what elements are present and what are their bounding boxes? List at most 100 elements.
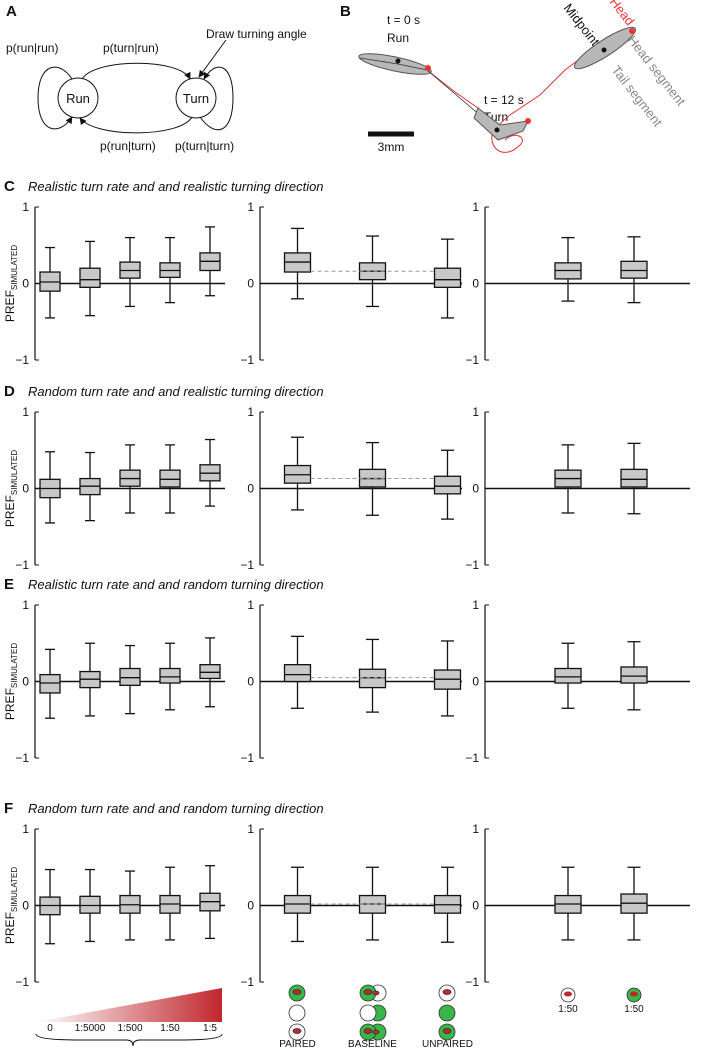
- panel-letter: D: [4, 383, 15, 400]
- y-tick-label: 0: [472, 277, 479, 291]
- y-axis-label: PREFSIMULATED: [3, 450, 19, 527]
- row-title: Random turn rate and and random turning …: [28, 801, 324, 816]
- y-tick-label: −1: [15, 975, 29, 989]
- y-tick-label: 1: [22, 200, 29, 214]
- category-label: 1:500: [117, 1023, 142, 1034]
- box: [199, 664, 221, 680]
- y-label-main: PREF: [3, 688, 17, 720]
- label: t = 12 s: [484, 93, 524, 107]
- box: [79, 267, 101, 288]
- gradient-triangle: [36, 988, 222, 1022]
- midpoint-dot: [494, 127, 500, 133]
- y-tick-label: 0: [22, 675, 29, 689]
- y-label-main: PREF: [3, 912, 17, 944]
- y-tick-label: 0: [247, 277, 254, 291]
- y-axis-label: PREFSIMULATED: [3, 245, 19, 322]
- y-tick-label: 1: [472, 405, 479, 419]
- panel-letter: B: [340, 3, 351, 20]
- arrow: [198, 39, 227, 78]
- box: [433, 475, 462, 495]
- category-label: 1:50: [558, 1004, 578, 1015]
- label: Run: [387, 31, 409, 45]
- category-label: 0: [47, 1023, 53, 1034]
- panel-letter: E: [4, 576, 14, 593]
- y-tick-label: −1: [15, 558, 29, 572]
- y-tick-label: 1: [22, 405, 29, 419]
- box: [39, 673, 61, 694]
- category-label: BASELINE: [348, 1039, 397, 1049]
- row-title: Realistic turn rate and and random turni…: [28, 577, 324, 592]
- panel-letter: C: [4, 178, 15, 195]
- box: [159, 469, 181, 488]
- y-tick-label: 0: [472, 482, 479, 496]
- row-title: Realistic turn rate and and realistic tu…: [28, 179, 324, 194]
- panel-b: B t = 0 s Run t = 12 s Turn 3mm Midpoint…: [340, 0, 689, 154]
- head-dot: [525, 118, 531, 124]
- y-tick-label: 1: [247, 200, 254, 214]
- head-dot: [425, 65, 431, 71]
- y-tick-label: −1: [15, 353, 29, 367]
- y-label-sub: SIMULATED: [10, 245, 19, 290]
- y-tick-label: −1: [240, 975, 254, 989]
- y-label-sub: SIMULATED: [10, 643, 19, 688]
- y-tick-label: −1: [240, 353, 254, 367]
- label: Midpoint: [561, 1, 603, 49]
- label: Draw turning angle: [206, 27, 307, 41]
- label: p(turn|run): [103, 41, 159, 55]
- y-tick-label: 0: [247, 675, 254, 689]
- label: p(turn|turn): [175, 139, 234, 153]
- head-dot: [629, 28, 635, 34]
- box: [620, 260, 648, 279]
- track: [491, 134, 523, 153]
- y-label-sub: SIMULATED: [10, 867, 19, 912]
- y-label-main: PREF: [3, 290, 17, 322]
- y-tick-label: 1: [247, 405, 254, 419]
- label: p(run|run): [6, 41, 58, 55]
- box: [433, 267, 462, 288]
- track: [426, 54, 586, 129]
- y-tick-label: 1: [472, 598, 479, 612]
- larva: [358, 53, 432, 75]
- category-label: 1:50: [160, 1023, 180, 1034]
- state-label: Turn: [183, 91, 209, 106]
- y-tick-label: 0: [247, 482, 254, 496]
- y-tick-label: 0: [472, 899, 479, 913]
- arrow: [37, 66, 73, 130]
- box: [554, 667, 582, 684]
- y-tick-label: −1: [465, 751, 479, 765]
- y-tick-label: −1: [465, 975, 479, 989]
- y-tick-label: 0: [247, 899, 254, 913]
- y-tick-label: 1: [247, 598, 254, 612]
- icon: [630, 991, 638, 997]
- category-label: UNPAIRED: [422, 1039, 473, 1049]
- box: [79, 895, 101, 914]
- box: [358, 668, 387, 689]
- panel-letter: F: [4, 800, 13, 817]
- arrow: [81, 62, 191, 80]
- state-turn: [175, 77, 217, 119]
- y-tick-label: 0: [22, 482, 29, 496]
- midpoint-dot: [601, 47, 607, 53]
- footer-icons: [35, 984, 642, 1047]
- box: [119, 667, 141, 686]
- state-label: Run: [66, 91, 90, 106]
- y-tick-label: 1: [472, 200, 479, 214]
- label: Head: [607, 0, 638, 28]
- icon: [564, 991, 572, 997]
- category-label: 1:50: [624, 1004, 644, 1015]
- category-label: 1:5: [203, 1023, 217, 1034]
- y-tick-label: 1: [22, 822, 29, 836]
- panel-a: A p(run|run) p(turn|run) Draw turning an…: [6, 3, 307, 153]
- box: [620, 468, 648, 488]
- arrow: [199, 66, 234, 131]
- label: t = 0 s: [387, 13, 420, 27]
- y-tick-label: −1: [240, 751, 254, 765]
- larva: [473, 107, 529, 141]
- y-tick-label: 0: [22, 899, 29, 913]
- midpoint-dot: [395, 58, 401, 64]
- box: [620, 666, 648, 684]
- panel-letter: A: [6, 3, 17, 20]
- y-label-main: PREF: [3, 495, 17, 527]
- y-tick-label: 0: [472, 675, 479, 689]
